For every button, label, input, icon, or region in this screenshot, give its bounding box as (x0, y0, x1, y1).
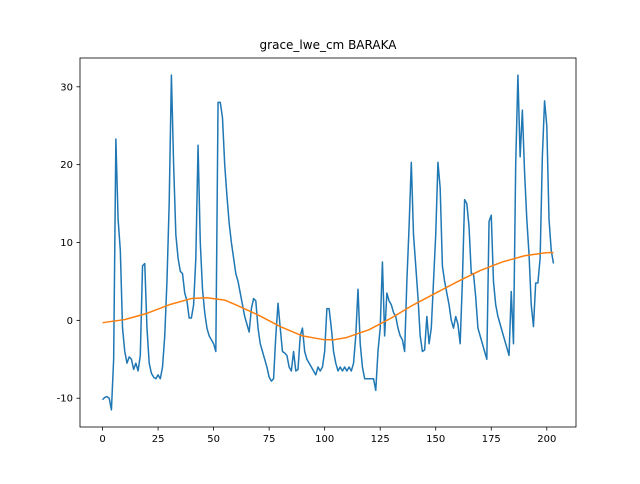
data-line (102, 74, 555, 411)
data-line (102, 251, 554, 341)
y-tick-label: 10 (60, 238, 73, 249)
chart-title: grace_lwe_cm BARAKA (260, 38, 398, 52)
y-tick-label: 0 (67, 316, 73, 327)
x-tick-label: 75 (263, 434, 276, 445)
plot-frame (79, 57, 577, 428)
x-tick-label: 150 (426, 434, 445, 445)
x-tick-label: 25 (152, 434, 165, 445)
y-tick-label: 30 (60, 82, 73, 93)
x-tick-label: 125 (371, 434, 390, 445)
y-tick-label: 20 (60, 160, 73, 171)
y-tick-label: -10 (57, 394, 73, 405)
x-tick-label: 0 (99, 434, 105, 445)
x-tick-label: 175 (482, 434, 501, 445)
x-tick-label: 200 (537, 434, 556, 445)
x-tick-label: 50 (207, 434, 220, 445)
x-tick-label: 100 (315, 434, 334, 445)
